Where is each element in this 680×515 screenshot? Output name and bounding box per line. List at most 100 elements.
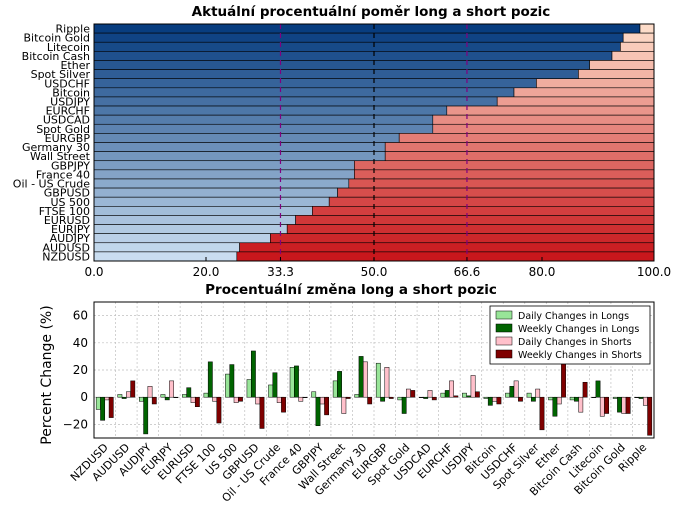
- change-bar: [138, 396, 144, 402]
- change-bar: [164, 396, 170, 401]
- y-tick-label: 20: [73, 363, 88, 377]
- change-bar: [147, 386, 153, 398]
- top-chart-title: Aktuální procentuální poměr long a short…: [192, 4, 551, 20]
- change-bar: [466, 395, 472, 398]
- change-bar: [108, 396, 114, 418]
- short-bar: [578, 69, 655, 79]
- long-bar: [93, 251, 238, 262]
- change-bar: [474, 391, 480, 398]
- change-bar: [100, 396, 106, 421]
- percent-change-chart: Procentuální změna long a short pozic 60…: [39, 282, 655, 505]
- top-category-label: Bitcoin Gold: [23, 32, 90, 45]
- top-category-label: GBPUSD: [44, 187, 90, 200]
- bottom-chart-title: Procentuální změna long a short pozic: [205, 282, 497, 298]
- top-category-label: AUDUSD: [42, 241, 90, 254]
- change-bar: [397, 396, 403, 401]
- legend-label: Daily Changes in Longs: [518, 311, 629, 322]
- short-bar: [496, 96, 655, 107]
- short-bar: [239, 242, 655, 253]
- top-category-label: Ripple: [56, 23, 91, 36]
- change-bar: [401, 396, 407, 414]
- change-bar: [418, 396, 424, 398]
- top-category-label: USDCAD: [43, 114, 90, 127]
- change-bar: [311, 391, 317, 398]
- change-bar: [526, 392, 532, 398]
- y-tick-label: 60: [73, 309, 88, 323]
- long-bar: [93, 23, 641, 34]
- change-bar: [341, 396, 347, 414]
- change-bar: [444, 390, 450, 398]
- short-bar: [286, 224, 655, 234]
- top-category-label: GBPJPY: [51, 159, 90, 172]
- change-bar: [216, 396, 222, 424]
- change-bar: [569, 396, 575, 401]
- top-category-label: EURCHF: [46, 105, 90, 118]
- short-bar: [348, 178, 655, 189]
- change-bar: [496, 396, 502, 405]
- change-bar: [431, 396, 437, 401]
- top-category-label: Germany 30: [22, 141, 90, 154]
- change-bar: [319, 396, 325, 405]
- short-bar: [620, 41, 655, 52]
- top-category-label: France 40: [36, 168, 90, 181]
- long-bar: [93, 142, 386, 152]
- change-bar: [95, 396, 101, 410]
- long-bar: [93, 87, 515, 98]
- long-bar: [93, 69, 579, 79]
- legend-swatch: [495, 323, 513, 333]
- change-bar: [552, 396, 558, 417]
- change-bar: [182, 394, 187, 398]
- change-bar: [289, 367, 295, 398]
- change-bar: [375, 362, 381, 398]
- change-bar: [255, 396, 261, 405]
- change-bar: [203, 392, 209, 398]
- change-bar: [294, 365, 299, 398]
- top-x-ticks: 0.0 20.0 33.3 50.0 66.6 80.0 100.0: [84, 257, 671, 279]
- change-bar: [298, 396, 304, 402]
- long-bar: [93, 114, 434, 125]
- long-bar: [93, 133, 400, 143]
- top-plot-frame: [93, 23, 655, 262]
- top-reference-lines: [279, 24, 468, 261]
- top-category-label: Spot Gold: [36, 123, 90, 136]
- x-tick-label: 33.3: [267, 265, 294, 279]
- top-category-label: USDCHF: [44, 77, 90, 90]
- short-bar: [312, 206, 655, 216]
- change-bar: [595, 380, 601, 398]
- long-bar: [93, 151, 386, 162]
- change-bar: [160, 394, 166, 398]
- change-bar: [117, 394, 123, 398]
- long-bar: [93, 32, 624, 43]
- change-bar: [173, 396, 179, 398]
- long-bar: [93, 160, 355, 171]
- change-bar: [518, 396, 523, 402]
- top-category-label: Litecoin: [47, 41, 90, 54]
- change-bar: [561, 358, 566, 398]
- change-bar: [642, 396, 648, 406]
- change-bar: [250, 350, 256, 398]
- top-category-label: Wall Street: [30, 150, 91, 163]
- change-bar: [470, 375, 476, 398]
- short-bar: [354, 160, 655, 171]
- short-bar: [398, 133, 655, 143]
- top-category-label: Bitcoin: [52, 86, 90, 99]
- x-tick-label: 0.0: [84, 265, 103, 279]
- change-bar: [449, 380, 454, 398]
- short-bar: [639, 23, 655, 34]
- top-category-label: US 500: [50, 196, 90, 209]
- change-bar: [427, 390, 433, 398]
- change-bar: [638, 396, 644, 399]
- long-bar: [93, 105, 448, 116]
- x-tick-label: 100.0: [637, 265, 671, 279]
- change-bar: [233, 396, 239, 403]
- top-category-label: Oil - US Crude: [13, 178, 90, 191]
- change-bar: [315, 396, 321, 427]
- long-bar: [93, 51, 613, 61]
- change-bar: [556, 396, 562, 405]
- change-bar: [130, 380, 136, 398]
- change-bar: [380, 396, 386, 402]
- long-bar: [93, 60, 590, 70]
- y-tick-label: −20: [63, 417, 88, 431]
- change-bar: [272, 372, 278, 398]
